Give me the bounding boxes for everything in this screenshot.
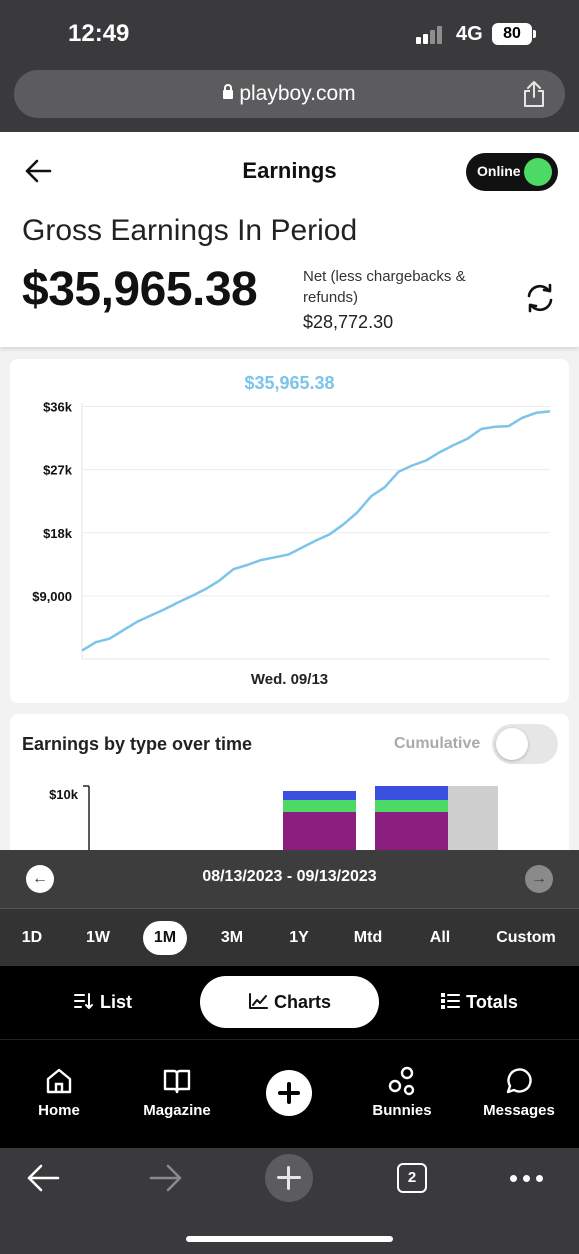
date-range-bar: ← 08/13/2023 - 09/13/2023 → bbox=[0, 850, 579, 908]
period-1d[interactable]: 1D bbox=[21, 929, 43, 946]
next-range-button[interactable]: → bbox=[525, 865, 553, 893]
bar-y-tick-label: $10k bbox=[49, 787, 79, 802]
view-switcher: List Charts Totals bbox=[0, 966, 579, 1040]
line-chart-svg: $9,000 $18k $27k $36k bbox=[32, 400, 551, 660]
period-selector: 1D 1W 1M 3M 1Y Mtd All Custom bbox=[0, 908, 579, 966]
gross-earnings-amount: $35,965.38 bbox=[22, 263, 258, 316]
url-label: playboy.com bbox=[239, 82, 356, 105]
browser-forward-icon bbox=[149, 1164, 182, 1192]
nav-bunnies[interactable]: Bunnies bbox=[347, 1066, 457, 1119]
tabs-button[interactable]: 2 bbox=[397, 1163, 427, 1193]
bar-segment[interactable] bbox=[448, 786, 498, 850]
previous-range-button[interactable]: ← bbox=[26, 865, 54, 893]
online-toggle-knob bbox=[524, 158, 552, 186]
cumulative-toggle-knob bbox=[496, 728, 528, 760]
nav-messages[interactable]: Messages bbox=[464, 1066, 574, 1119]
line-y-tick-label: $27k bbox=[43, 463, 73, 478]
bar-segment[interactable] bbox=[375, 786, 448, 800]
earnings-series-line[interactable] bbox=[81, 410, 551, 652]
create-post-button[interactable] bbox=[266, 1070, 312, 1116]
chart-x-label: Wed. 09/13 bbox=[250, 671, 329, 688]
charts-view-label: Charts bbox=[273, 992, 331, 1012]
date-range-text: 08/13/2023 - 09/13/2023 bbox=[202, 868, 377, 885]
url-bar[interactable]: playboy.com bbox=[14, 70, 565, 118]
period-1w[interactable]: 1W bbox=[86, 929, 110, 946]
list-icon bbox=[73, 993, 93, 1010]
online-label: Online bbox=[477, 163, 521, 179]
share-icon[interactable] bbox=[522, 80, 546, 108]
home-indicator bbox=[186, 1236, 393, 1242]
lock-icon bbox=[223, 84, 234, 99]
bar-segment[interactable] bbox=[375, 800, 448, 812]
earnings-by-type-card: Earnings by type over time Cumulative $1… bbox=[10, 714, 569, 850]
bar-segment[interactable] bbox=[283, 812, 356, 850]
more-menu-icon[interactable] bbox=[510, 1175, 544, 1183]
period-3m[interactable]: 3M bbox=[220, 929, 244, 946]
message-icon bbox=[506, 1068, 532, 1094]
period-all[interactable]: All bbox=[429, 929, 451, 946]
earnings-header: Earnings Online Gross Earnings In Period… bbox=[0, 132, 579, 347]
bar-segment[interactable] bbox=[375, 812, 448, 850]
browser-top-bar: 12:49 4G 80 playboy.com bbox=[0, 0, 579, 132]
book-icon bbox=[163, 1069, 191, 1094]
refresh-icon[interactable] bbox=[524, 282, 556, 314]
totals-view-button[interactable]: Totals bbox=[424, 976, 534, 1028]
signal-icon bbox=[416, 26, 446, 44]
bar-chart-svg: $10k bbox=[49, 785, 498, 850]
nav-messages-label: Messages bbox=[483, 1102, 555, 1119]
totals-icon bbox=[441, 993, 461, 1010]
list-view-label: List bbox=[99, 992, 132, 1012]
gross-earnings-label: Gross Earnings In Period bbox=[22, 214, 358, 247]
line-y-tick-label: $18k bbox=[43, 526, 73, 541]
chart-icon bbox=[248, 993, 268, 1010]
earnings-by-type-title: Earnings by type over time bbox=[22, 734, 253, 754]
bunnies-icon bbox=[388, 1066, 415, 1096]
bar-segment[interactable] bbox=[283, 800, 356, 812]
charts-view-button[interactable]: Charts bbox=[200, 976, 379, 1028]
period-1m[interactable]: 1M bbox=[143, 921, 187, 955]
nav-home-label: Home bbox=[38, 1102, 80, 1119]
url-text: playboy.com bbox=[14, 82, 565, 106]
network-label: 4G bbox=[456, 23, 483, 45]
battery-icon: 80 bbox=[492, 23, 532, 45]
online-toggle[interactable]: Online bbox=[466, 153, 558, 191]
chart-title: $35,965.38 bbox=[244, 373, 335, 393]
cumulative-label: Cumulative bbox=[394, 735, 481, 752]
period-custom[interactable]: Custom bbox=[496, 929, 556, 946]
nav-bunnies-label: Bunnies bbox=[372, 1102, 432, 1119]
line-y-tick-label: $36k bbox=[43, 400, 73, 415]
earnings-line-chart[interactable]: $35,965.38 $9,000 $18k $27k $36k Wed. 09/13 bbox=[10, 359, 569, 703]
bar-segment[interactable] bbox=[283, 791, 356, 800]
period-mtd[interactable]: Mtd bbox=[353, 929, 383, 946]
nav-home[interactable]: Home bbox=[4, 1066, 114, 1119]
browser-back-icon[interactable] bbox=[26, 1163, 60, 1193]
back-arrow-icon[interactable] bbox=[24, 158, 52, 184]
home-icon bbox=[46, 1068, 72, 1094]
period-1y[interactable]: 1Y bbox=[289, 929, 309, 946]
page-title: Earnings bbox=[242, 158, 337, 183]
list-view-button[interactable]: List bbox=[48, 976, 158, 1028]
totals-view-label: Totals bbox=[466, 992, 518, 1012]
cumulative-toggle[interactable] bbox=[492, 724, 558, 764]
nav-magazine-label: Magazine bbox=[143, 1102, 211, 1119]
new-tab-button[interactable] bbox=[265, 1154, 313, 1202]
browser-bottom-bar: 2 bbox=[0, 1148, 579, 1254]
line-y-tick-label: $9,000 bbox=[32, 589, 72, 604]
battery-tip bbox=[533, 30, 536, 38]
earnings-page: Earnings Online Gross Earnings In Period… bbox=[0, 132, 579, 850]
status-time: 12:49 bbox=[68, 20, 130, 47]
nav-magazine[interactable]: Magazine bbox=[122, 1066, 232, 1119]
net-amount: $28,772.30 bbox=[303, 312, 394, 332]
net-caption: Net (less chargebacks & refunds) bbox=[303, 268, 466, 306]
